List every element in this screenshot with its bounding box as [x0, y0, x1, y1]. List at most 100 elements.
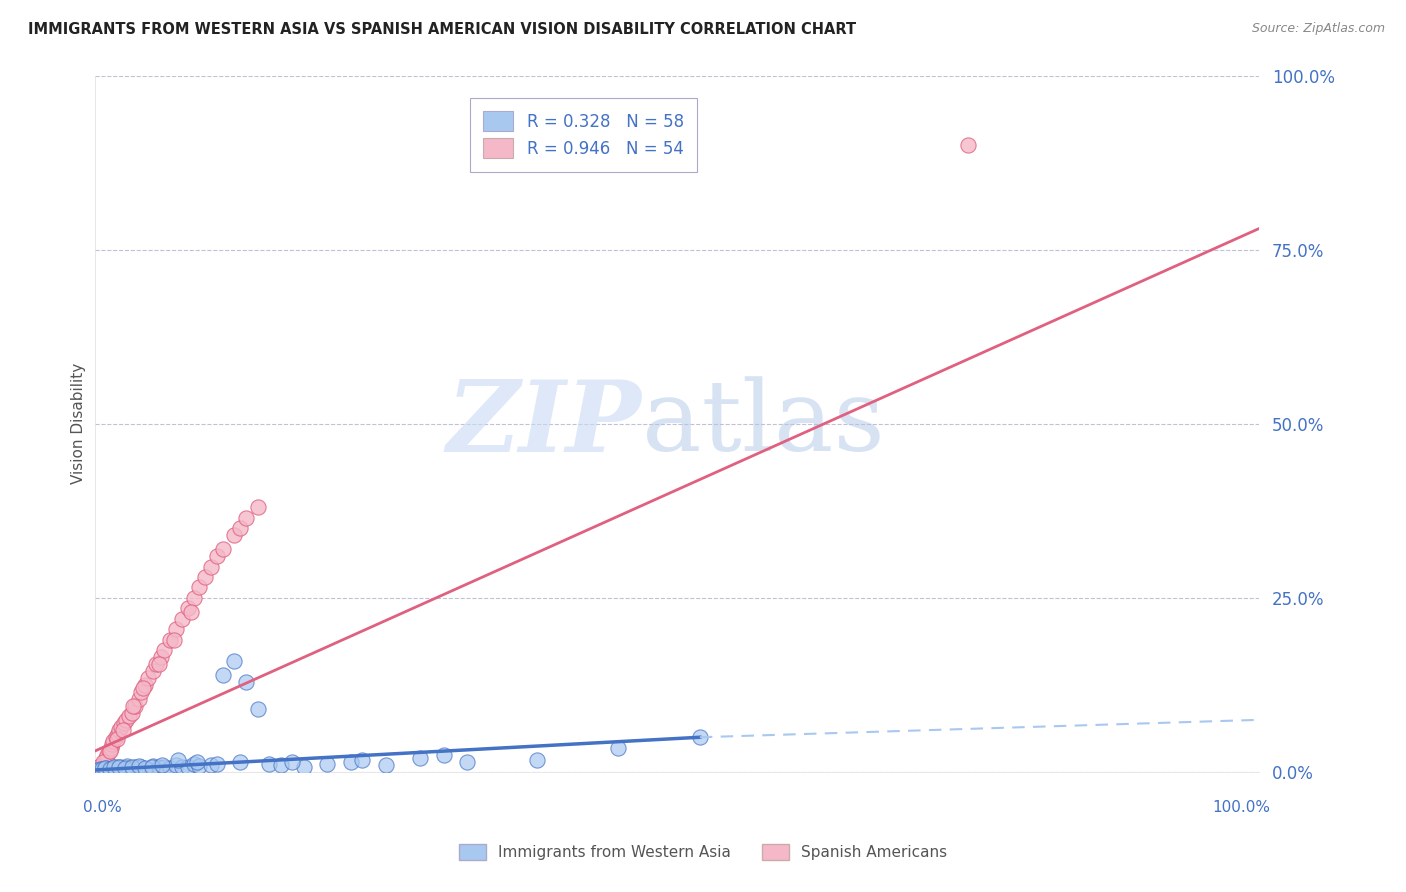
- Point: [108, 760, 131, 774]
- Point: [124, 760, 146, 774]
- Point: [180, 605, 202, 619]
- Point: [142, 759, 165, 773]
- Point: [235, 511, 257, 525]
- Point: [132, 681, 155, 696]
- Point: [150, 758, 173, 772]
- Point: [170, 759, 193, 773]
- Point: [194, 570, 217, 584]
- Point: [98, 744, 121, 758]
- Point: [200, 559, 222, 574]
- Point: [91, 755, 114, 769]
- Point: [124, 698, 146, 713]
- Point: [97, 762, 120, 776]
- Point: [96, 751, 118, 765]
- Point: [141, 759, 163, 773]
- Point: [93, 762, 115, 776]
- Text: 0.0%: 0.0%: [83, 800, 122, 815]
- Point: [90, 758, 112, 772]
- Point: [149, 650, 172, 665]
- Point: [352, 753, 374, 767]
- Point: [224, 528, 246, 542]
- Point: [176, 601, 198, 615]
- Point: [134, 678, 156, 692]
- Point: [456, 755, 478, 769]
- Point: [118, 709, 141, 723]
- Point: [93, 756, 115, 771]
- Point: [121, 759, 143, 773]
- Point: [142, 664, 165, 678]
- Point: [136, 671, 159, 685]
- Point: [205, 549, 228, 563]
- Point: [235, 674, 257, 689]
- Point: [153, 643, 176, 657]
- Point: [101, 737, 124, 751]
- Point: [89, 762, 111, 776]
- Text: Source: ZipAtlas.com: Source: ZipAtlas.com: [1251, 22, 1385, 36]
- Point: [229, 755, 252, 769]
- Point: [211, 667, 233, 681]
- Point: [409, 751, 432, 765]
- Point: [122, 698, 145, 713]
- Point: [153, 759, 176, 773]
- Point: [211, 542, 233, 557]
- Point: [129, 685, 152, 699]
- Point: [148, 760, 170, 774]
- Point: [145, 657, 167, 672]
- Text: 100.0%: 100.0%: [1212, 800, 1270, 815]
- Point: [374, 758, 396, 772]
- Point: [433, 747, 456, 762]
- Point: [526, 753, 548, 767]
- Point: [111, 723, 134, 738]
- Point: [257, 756, 280, 771]
- Point: [129, 759, 152, 773]
- Point: [148, 657, 170, 672]
- Text: atlas: atlas: [641, 376, 884, 472]
- Point: [128, 759, 150, 773]
- Point: [186, 755, 208, 769]
- Point: [165, 758, 187, 772]
- Point: [224, 654, 246, 668]
- Point: [136, 762, 159, 776]
- Legend: R = 0.328   N = 58, R = 0.946   N = 54: R = 0.328 N = 58, R = 0.946 N = 54: [470, 98, 697, 172]
- Point: [956, 138, 979, 153]
- Point: [159, 632, 181, 647]
- Point: [103, 759, 125, 773]
- Point: [104, 731, 127, 745]
- Point: [97, 744, 120, 758]
- Point: [94, 755, 117, 769]
- Point: [121, 706, 143, 720]
- Point: [118, 761, 141, 775]
- Point: [176, 760, 198, 774]
- Point: [112, 762, 135, 776]
- Point: [246, 702, 269, 716]
- Point: [105, 731, 128, 746]
- Point: [89, 762, 111, 776]
- Point: [183, 757, 205, 772]
- Point: [167, 753, 190, 767]
- Point: [316, 756, 339, 771]
- Point: [98, 762, 121, 776]
- Point: [270, 758, 292, 772]
- Point: [188, 759, 211, 773]
- Point: [107, 727, 129, 741]
- Point: [108, 723, 131, 738]
- Point: [104, 759, 127, 773]
- Point: [165, 622, 187, 636]
- Point: [183, 591, 205, 605]
- Point: [87, 759, 110, 773]
- Point: [110, 720, 132, 734]
- Point: [101, 762, 124, 776]
- Point: [96, 747, 118, 762]
- Point: [607, 740, 630, 755]
- Point: [115, 759, 138, 773]
- Y-axis label: Vision Disability: Vision Disability: [72, 363, 86, 484]
- Point: [96, 761, 118, 775]
- Point: [115, 713, 138, 727]
- Point: [103, 733, 125, 747]
- Point: [205, 756, 228, 771]
- Point: [114, 761, 136, 775]
- Point: [339, 756, 361, 770]
- Point: [200, 758, 222, 772]
- Point: [100, 740, 122, 755]
- Point: [281, 755, 304, 769]
